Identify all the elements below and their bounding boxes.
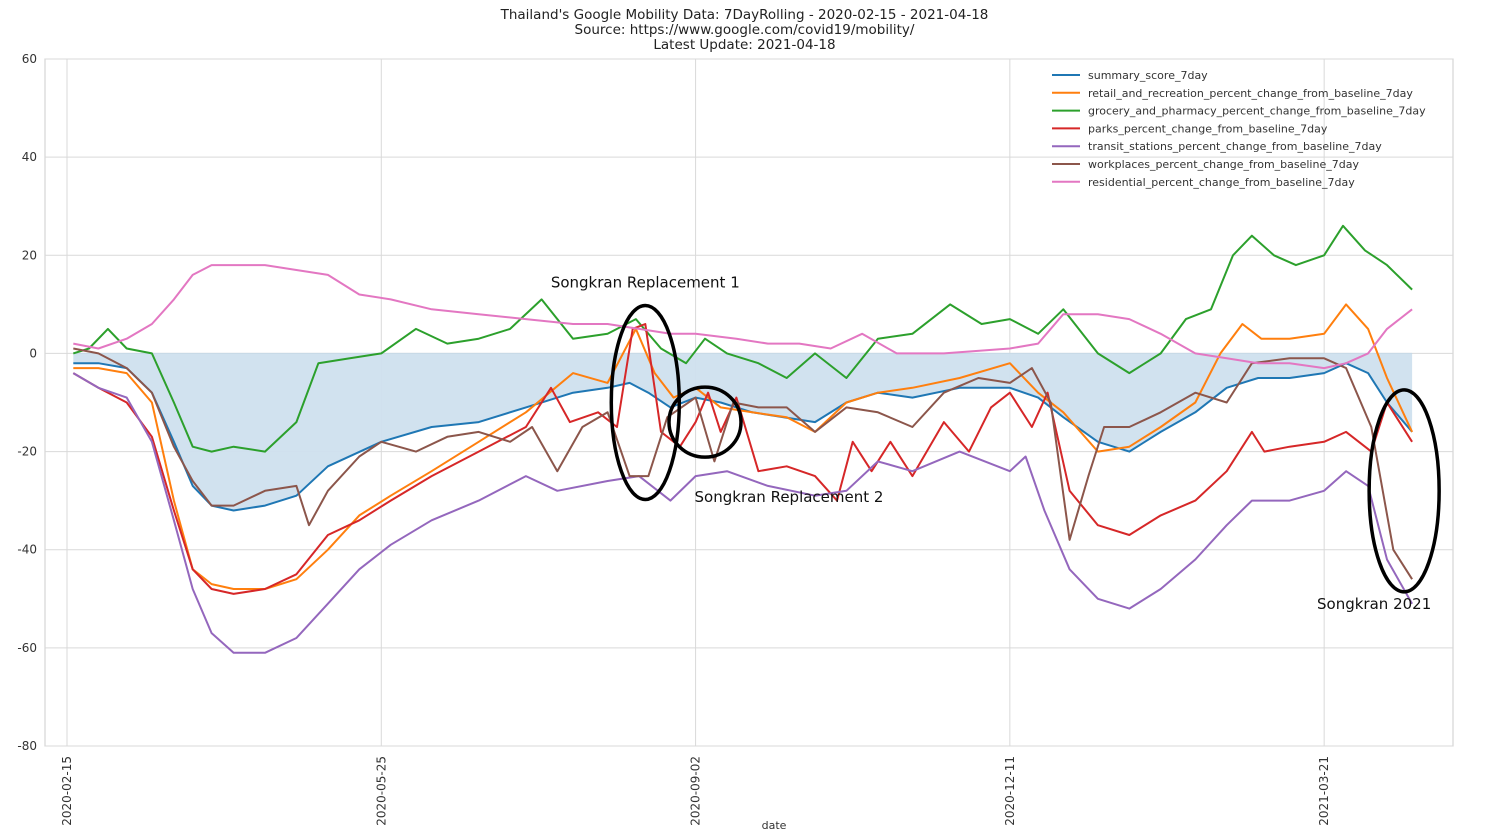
x-tick-label: 2021-03-21 bbox=[1317, 756, 1331, 826]
chart-title-line-3: Latest Update: 2021-04-18 bbox=[653, 37, 836, 53]
series-line-grocery_and_pharmacy_percent_change_from_baseline_7day bbox=[73, 224, 1413, 453]
songkran-replacement-2-ellipse bbox=[667, 385, 743, 459]
series-line-workplaces_percent_change_from_baseline_7day bbox=[73, 347, 1413, 580]
legend-entry-label: parks_percent_change_from_baseline_7day bbox=[1088, 122, 1328, 135]
y-tick-label: -20 bbox=[17, 445, 37, 459]
legend-entry-label: summary_score_7day bbox=[1088, 69, 1208, 82]
annotations: Songkran Replacement 1 Songkran Replaceme… bbox=[551, 274, 1441, 613]
legend-entry-label: workplaces_percent_change_from_baseline_… bbox=[1088, 158, 1359, 171]
chart-title: Thailand's Google Mobility Data: 7DayRol… bbox=[0, 8, 1489, 53]
summary-fill-area bbox=[73, 352, 1413, 511]
y-tick-label: -60 bbox=[17, 641, 37, 655]
y-tick-label: 0 bbox=[29, 346, 37, 360]
legend-entry-label: residential_percent_change_from_baseline… bbox=[1088, 176, 1355, 189]
songkran-replacement-2-label: Songkran Replacement 2 bbox=[695, 488, 884, 506]
x-tick-label: 2020-12-11 bbox=[1003, 756, 1017, 826]
y-tick-label: 40 bbox=[22, 150, 37, 164]
y-tick-label: -80 bbox=[17, 739, 37, 753]
x-tick-label: 2020-05-25 bbox=[374, 756, 388, 826]
legend-entry-label: grocery_and_pharmacy_percent_change_from… bbox=[1088, 105, 1426, 118]
x-axis-label: date bbox=[762, 819, 787, 832]
chart-title-line-2: Source: https://www.google.com/covid19/m… bbox=[574, 22, 915, 38]
summary-fill bbox=[73, 353, 1413, 511]
legend: summary_score_7day retail_and_recreation_… bbox=[1052, 69, 1426, 189]
y-tick-label: 60 bbox=[22, 52, 37, 66]
series-line-retail_and_recreation_percent_change_from_baseline_7day bbox=[73, 303, 1414, 590]
x-tick-label: 2020-02-15 bbox=[60, 756, 74, 826]
songkran-2021-ellipse bbox=[1367, 388, 1441, 594]
y-tick-label: 20 bbox=[22, 248, 37, 262]
series-line-parks_percent_change_from_baseline_7day bbox=[72, 323, 1413, 595]
songkran-replacement-1-ellipse bbox=[609, 303, 682, 502]
y-tick-label: -40 bbox=[17, 543, 37, 557]
x-tick-label: 2020-09-02 bbox=[689, 756, 703, 826]
songkran-2021-label: Songkran 2021 bbox=[1317, 595, 1431, 613]
axis-labels: 60 40 20 0 -20 -40 -60 -80 2020-02-15 2020-05-25 2… bbox=[17, 52, 1331, 832]
legend-entry-label: retail_and_recreation_percent_change_fro… bbox=[1088, 87, 1413, 100]
series-line-transit_stations_percent_change_from_baseline_7day bbox=[72, 372, 1413, 654]
songkran-replacement-1-label: Songkran Replacement 1 bbox=[551, 274, 740, 292]
legend-entry-label: transit_stations_percent_change_from_bas… bbox=[1088, 140, 1382, 153]
series-line-residential_percent_change_from_baseline_7day bbox=[73, 264, 1413, 370]
chart-title-line-1: Thailand's Google Mobility Data: 7DayRol… bbox=[500, 7, 989, 23]
series-lines bbox=[72, 224, 1414, 654]
